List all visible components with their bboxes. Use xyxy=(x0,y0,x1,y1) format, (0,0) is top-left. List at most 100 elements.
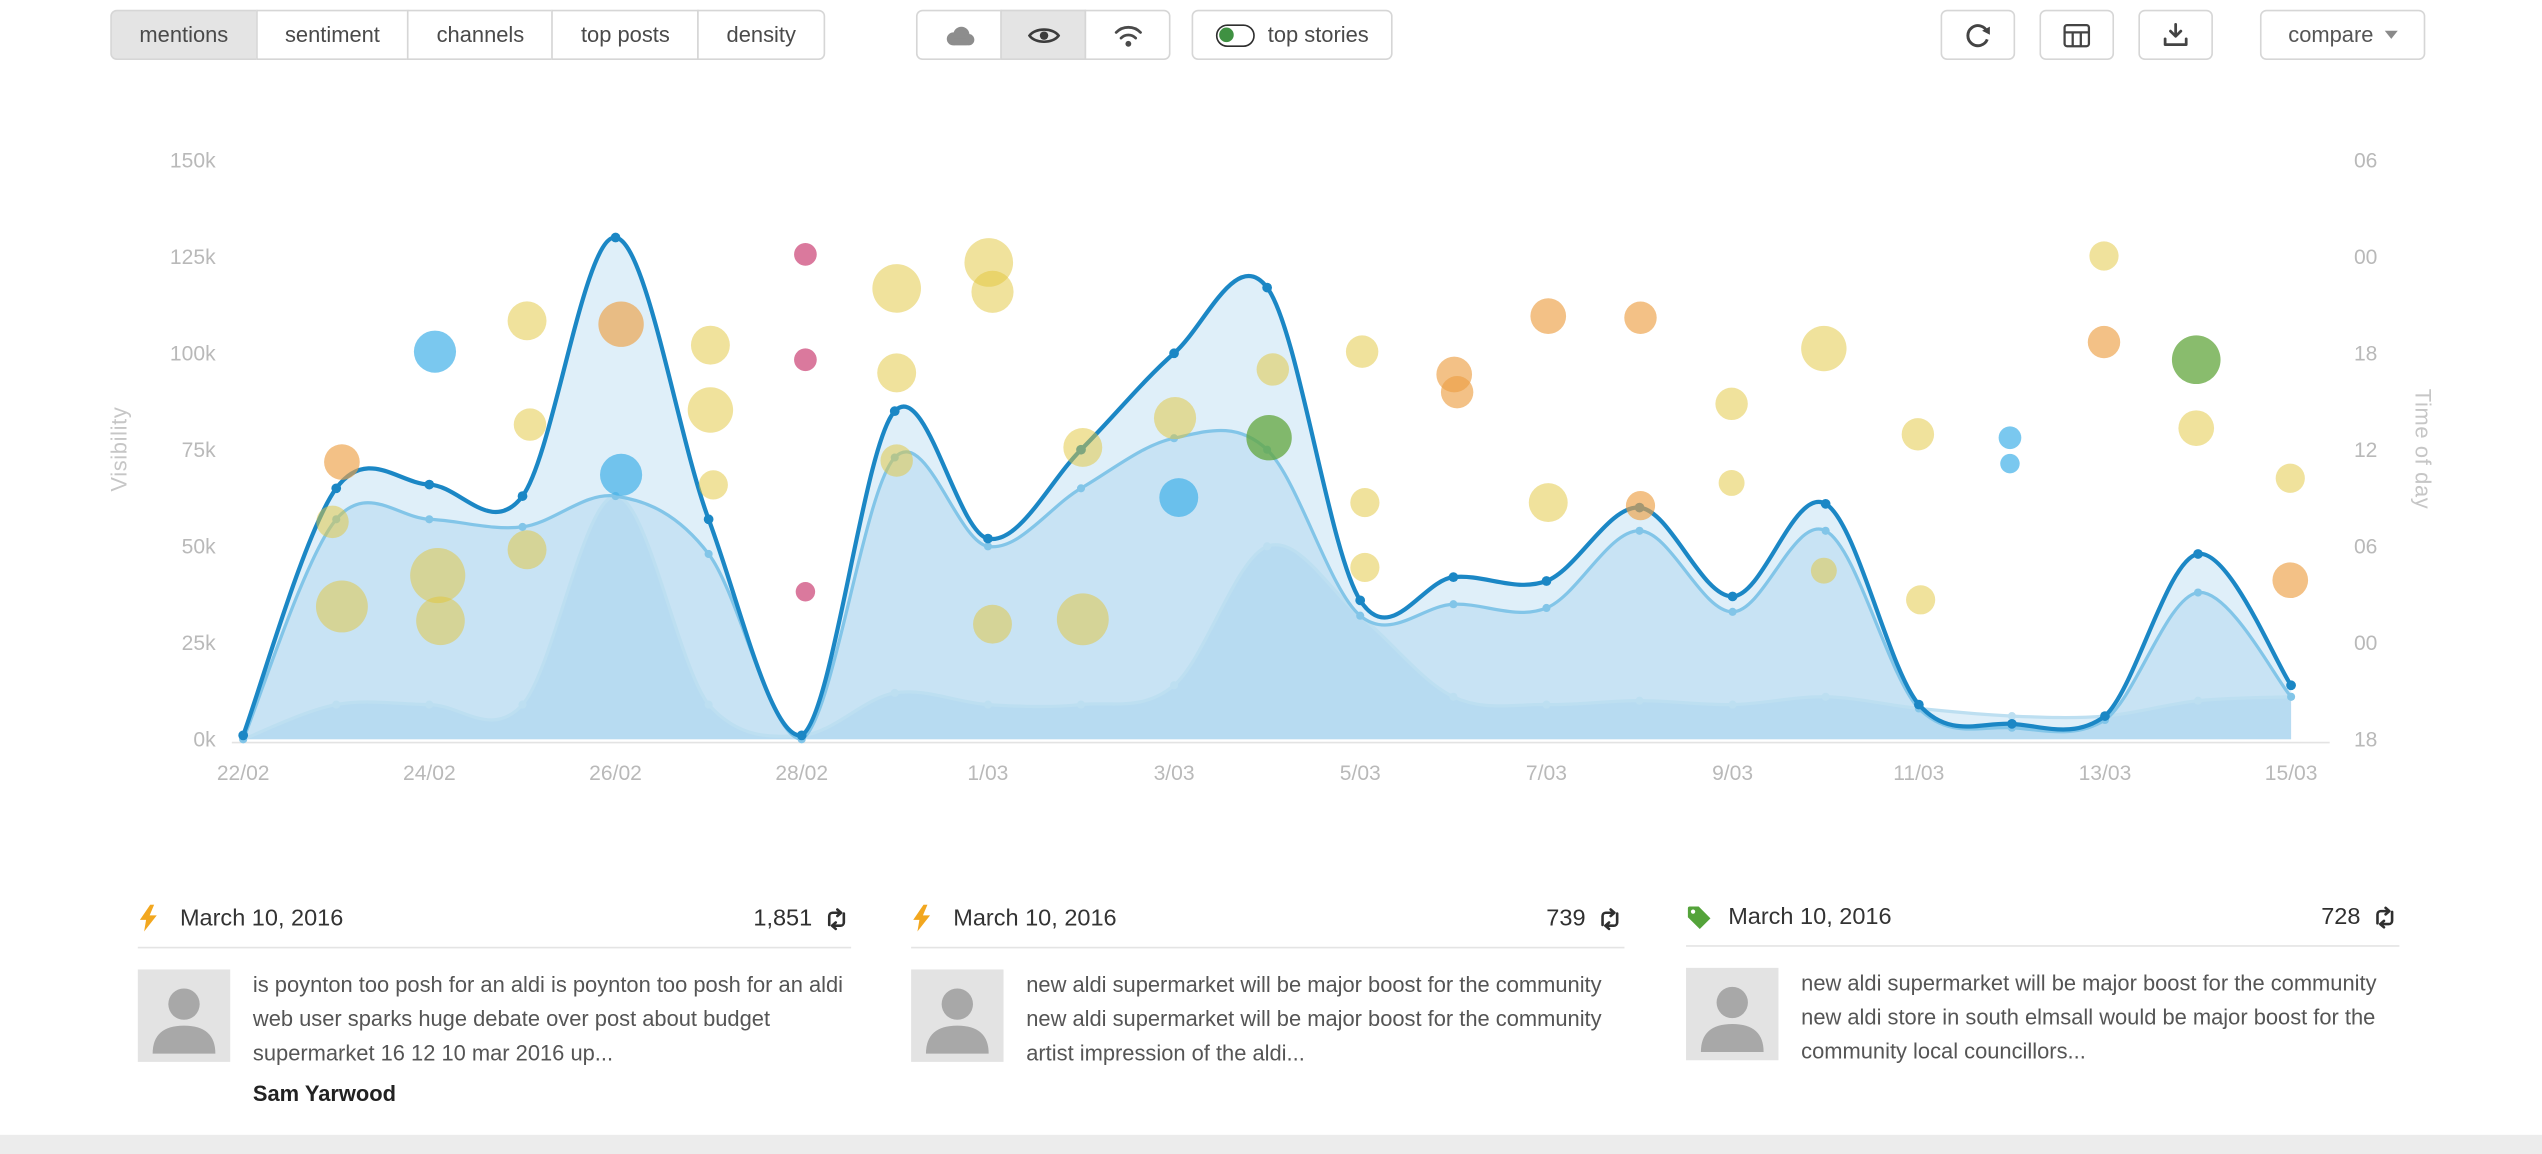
story-bubble[interactable] xyxy=(2087,325,2121,359)
story-bubble[interactable] xyxy=(1715,387,1748,421)
story-bubble[interactable] xyxy=(324,444,360,480)
story-bubble[interactable] xyxy=(2089,241,2119,271)
mentions-visibility-chart[interactable]: 150k 06 125k 00 100k 18 75k 12 50k 06 25k 00 0k 18 22/… xyxy=(0,42,2542,853)
visibility-point[interactable] xyxy=(2286,680,2296,691)
story-bubble[interactable] xyxy=(872,264,922,313)
story-bubble[interactable] xyxy=(971,270,1014,313)
tab-top-posts[interactable]: top posts xyxy=(551,9,699,60)
visibility-point[interactable] xyxy=(424,479,435,490)
visibility-point[interactable] xyxy=(2100,711,2110,721)
story-bubble[interactable] xyxy=(2000,453,2020,474)
story-bubble[interactable] xyxy=(1350,487,1380,518)
tab-channels[interactable]: channels xyxy=(407,9,554,60)
visibility-secondary-point[interactable] xyxy=(518,522,527,531)
top-story-card[interactable]: March 10, 2016 1,851 is poynton too posh… xyxy=(137,904,852,1106)
visibility-tertiary-point[interactable] xyxy=(890,688,899,697)
top-story-card[interactable]: March 10, 2016 728 new aldi supermarket … xyxy=(1686,904,2400,1080)
story-bubble[interactable] xyxy=(2272,562,2309,599)
visibility-point[interactable] xyxy=(796,730,807,741)
story-bubble[interactable] xyxy=(1718,469,1745,496)
top-stories-toggle[interactable]: top stories xyxy=(1191,9,1394,60)
story-bubble[interactable] xyxy=(794,348,817,372)
story-bubble[interactable] xyxy=(507,530,547,570)
story-bubble[interactable] xyxy=(1440,375,1474,409)
story-bubble[interactable] xyxy=(513,408,547,441)
visibility-secondary-point[interactable] xyxy=(425,515,434,524)
visibility-point[interactable] xyxy=(331,483,342,494)
visibility-secondary-point[interactable] xyxy=(983,542,993,551)
visibility-tertiary-point[interactable] xyxy=(2193,696,2203,705)
visibility-point[interactable] xyxy=(610,232,621,243)
story-bubble[interactable] xyxy=(687,387,734,433)
visibility-point[interactable] xyxy=(2193,549,2203,559)
story-text[interactable]: new aldi supermarket will be major boost… xyxy=(1026,972,1602,1065)
story-bubble[interactable] xyxy=(507,301,547,341)
visibility-tertiary-point[interactable] xyxy=(518,700,527,709)
visibility-point[interactable] xyxy=(1913,699,1924,710)
visibility-tertiary-point[interactable] xyxy=(983,700,993,709)
visibility-secondary-point[interactable] xyxy=(1728,607,1737,616)
refresh-button[interactable] xyxy=(1941,9,2016,60)
visibility-secondary-point[interactable] xyxy=(2287,692,2296,701)
story-bubble[interactable] xyxy=(1810,557,1837,584)
story-bubble[interactable] xyxy=(1246,415,1292,461)
top-story-card[interactable]: March 10, 2016 739 new aldi supermarket … xyxy=(911,904,1625,1081)
story-bubble[interactable] xyxy=(1063,427,1103,467)
visibility-secondary-point[interactable] xyxy=(2193,588,2203,597)
story-bubble[interactable] xyxy=(1998,426,2022,450)
table-view-button[interactable] xyxy=(2040,9,2115,60)
visibility-tertiary-point[interactable] xyxy=(1542,700,1551,709)
signal-toggle-button[interactable] xyxy=(1084,9,1171,60)
visibility-tertiary-point[interactable] xyxy=(704,700,713,709)
visibility-tertiary-point[interactable] xyxy=(1728,700,1737,709)
story-bubble[interactable] xyxy=(416,596,465,646)
visibility-tertiary-point[interactable] xyxy=(1263,542,1272,551)
story-bubble[interactable] xyxy=(1256,353,1290,386)
visibility-tertiary-point[interactable] xyxy=(1449,692,1458,701)
visibility-tertiary-point[interactable] xyxy=(2007,712,2016,721)
story-bubble[interactable] xyxy=(1350,552,1380,583)
visibility-point[interactable] xyxy=(2007,719,2017,729)
visibility-point[interactable] xyxy=(1355,595,1366,606)
story-bubble[interactable] xyxy=(2178,410,2215,446)
visibility-tertiary-point[interactable] xyxy=(1076,700,1086,709)
cloud-toggle-button[interactable] xyxy=(915,9,1002,60)
visibility-point[interactable] xyxy=(238,730,249,741)
visibility-point[interactable] xyxy=(1727,591,1738,602)
visibility-tertiary-point[interactable] xyxy=(425,700,434,709)
visibility-point[interactable] xyxy=(1820,499,1831,509)
tab-mentions[interactable]: mentions xyxy=(110,9,258,60)
visibility-secondary-point[interactable] xyxy=(1635,526,1644,535)
story-bubble[interactable] xyxy=(690,325,730,365)
compare-button[interactable]: compare xyxy=(2260,9,2426,60)
story-author[interactable]: Sam Yarwood xyxy=(252,1080,397,1106)
visibility-secondary-point[interactable] xyxy=(1542,603,1551,613)
visibility-point[interactable] xyxy=(889,406,900,416)
story-bubble[interactable] xyxy=(1625,491,1656,521)
visibility-point[interactable] xyxy=(517,491,528,501)
story-bubble[interactable] xyxy=(315,580,368,633)
story-bubble[interactable] xyxy=(1901,418,1935,451)
visibility-secondary-point[interactable] xyxy=(1356,611,1365,620)
visibility-point[interactable] xyxy=(1169,348,1179,359)
story-bubble[interactable] xyxy=(2275,463,2305,493)
story-bubble[interactable] xyxy=(1801,325,1847,372)
story-bubble[interactable] xyxy=(1528,483,1568,523)
visibility-point[interactable] xyxy=(1448,572,1459,583)
story-bubble[interactable] xyxy=(316,505,349,539)
story-bubble[interactable] xyxy=(795,582,816,602)
tab-density[interactable]: density xyxy=(697,9,826,60)
eye-toggle-button[interactable] xyxy=(1000,9,1087,60)
story-bubble[interactable] xyxy=(794,243,817,266)
visibility-point[interactable] xyxy=(1541,576,1552,586)
story-bubble[interactable] xyxy=(410,547,466,604)
visibility-tertiary-point[interactable] xyxy=(1635,696,1644,705)
story-bubble[interactable] xyxy=(1159,478,1199,518)
visibility-point[interactable] xyxy=(703,514,714,525)
story-bubble[interactable] xyxy=(973,604,1012,644)
story-text[interactable]: is poynton too posh for an aldi is poynt… xyxy=(252,972,844,1065)
story-bubble[interactable] xyxy=(598,301,644,347)
story-bubble[interactable] xyxy=(1906,585,1936,615)
story-bubble[interactable] xyxy=(880,444,913,477)
story-text[interactable]: new aldi supermarket will be major boost… xyxy=(1801,971,2377,1064)
